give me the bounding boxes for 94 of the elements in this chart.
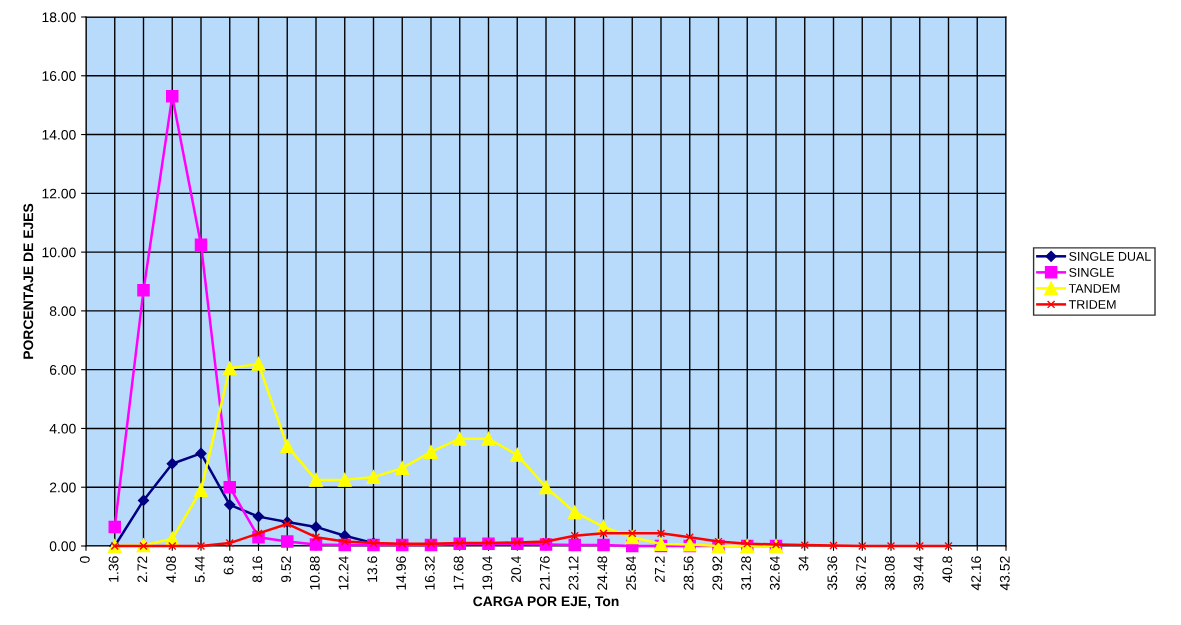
x-axis-title: CARGA POR EJE, Ton — [473, 596, 619, 609]
point — [108, 520, 122, 534]
point — [685, 533, 694, 542]
x-tick-label: 39.44 — [913, 556, 924, 590]
point — [196, 541, 206, 551]
point — [452, 431, 467, 446]
point — [194, 483, 208, 498]
legend-label: SINGLE — [1069, 267, 1114, 277]
point — [426, 539, 436, 548]
point — [366, 469, 381, 484]
y-tick-label: 6.00 — [49, 365, 76, 375]
point — [251, 356, 266, 371]
legend-label: TRIDEM — [1068, 300, 1116, 309]
point — [224, 499, 236, 511]
x-tick-label: 19.04 — [482, 556, 493, 590]
point — [137, 494, 150, 507]
x-tick-label: 6.8 — [223, 556, 234, 575]
legend-label: TANDEM — [1068, 284, 1120, 293]
x-tick-label: 28.56 — [683, 556, 694, 590]
x-tick-label: 2.72 — [137, 556, 148, 583]
point — [311, 533, 321, 542]
x-tick-label: 43.52 — [999, 556, 1010, 591]
x-tick-label: 31.28 — [741, 556, 751, 590]
y-tick-label: 12.00 — [42, 188, 76, 199]
y-tick-label: 8.00 — [49, 306, 76, 317]
y-tick-label: 16.00 — [42, 71, 76, 81]
x-tick-label: 27.2 — [654, 556, 665, 583]
point — [599, 529, 608, 538]
point — [800, 540, 809, 550]
x-tick-label: 35.36 — [827, 556, 838, 590]
x-tick-label: 25.84 — [626, 556, 636, 590]
x-tick-label: 24.48 — [597, 556, 608, 590]
y-tick-label: 0.00 — [49, 541, 76, 552]
y-tick-label: 14.00 — [42, 129, 76, 140]
point — [567, 505, 582, 520]
x-tick-label: 8.16 — [252, 556, 263, 583]
point — [165, 90, 179, 103]
x-tick-label: 13.6 — [367, 556, 378, 582]
x-tick-label: 0 — [79, 556, 90, 563]
x-tick-label: 40.8 — [942, 556, 953, 583]
y-axis-title: PORCENTAJE DE EJES — [23, 203, 34, 359]
point — [309, 472, 323, 487]
x-tick-label: 34 — [798, 556, 809, 571]
x-tick-label: 38.08 — [884, 556, 895, 590]
legend-label: SINGLE DUAL — [1069, 251, 1151, 261]
x-tick-label: 29.92 — [712, 556, 723, 590]
point — [310, 521, 322, 533]
point — [280, 535, 294, 548]
x-tick-label: 12.24 — [338, 556, 349, 590]
x-tick-label: 36.72 — [856, 556, 866, 590]
x-tick-label: 1.36 — [108, 556, 119, 582]
point — [254, 529, 263, 538]
x-tick-label: 23.12 — [568, 556, 579, 590]
point — [166, 458, 178, 470]
x-tick-label: 16.32 — [424, 556, 435, 590]
point — [137, 284, 150, 297]
point — [195, 447, 207, 460]
x-tick-label: 32.64 — [769, 556, 780, 590]
point — [225, 538, 234, 548]
point — [568, 538, 582, 552]
x-tick-label: 9.52 — [281, 556, 291, 583]
y-tick-label: 10.00 — [42, 247, 76, 258]
x-tick-label: 20.4 — [511, 556, 521, 583]
point — [223, 480, 237, 494]
y-tick-label: 2.00 — [49, 482, 76, 493]
point — [944, 541, 953, 551]
point — [597, 538, 610, 552]
point — [222, 361, 237, 376]
x-tick-label: 14.96 — [396, 556, 406, 590]
point — [886, 541, 896, 551]
point — [337, 472, 352, 487]
point — [395, 461, 410, 476]
x-tick-label: 21.76 — [539, 556, 550, 590]
point — [309, 538, 323, 551]
point — [424, 445, 438, 459]
point — [252, 511, 265, 523]
x-tick-label: 5.44 — [195, 556, 205, 583]
point — [194, 238, 208, 252]
point — [858, 541, 867, 551]
x-tick-label: 10.88 — [309, 556, 320, 590]
x-tick-label: 17.68 — [453, 556, 464, 590]
y-tick-label: 18.00 — [42, 12, 76, 23]
point — [510, 447, 525, 462]
point — [539, 480, 553, 495]
point — [541, 537, 551, 546]
x-tick-label: 4.08 — [166, 556, 176, 583]
point — [481, 431, 496, 446]
point — [280, 439, 295, 454]
y-tick-label: 4.00 — [49, 423, 76, 434]
point — [915, 541, 924, 551]
x-tick-label: 42.16 — [971, 556, 981, 591]
point — [656, 529, 666, 538]
point — [168, 541, 177, 551]
point — [570, 531, 579, 540]
